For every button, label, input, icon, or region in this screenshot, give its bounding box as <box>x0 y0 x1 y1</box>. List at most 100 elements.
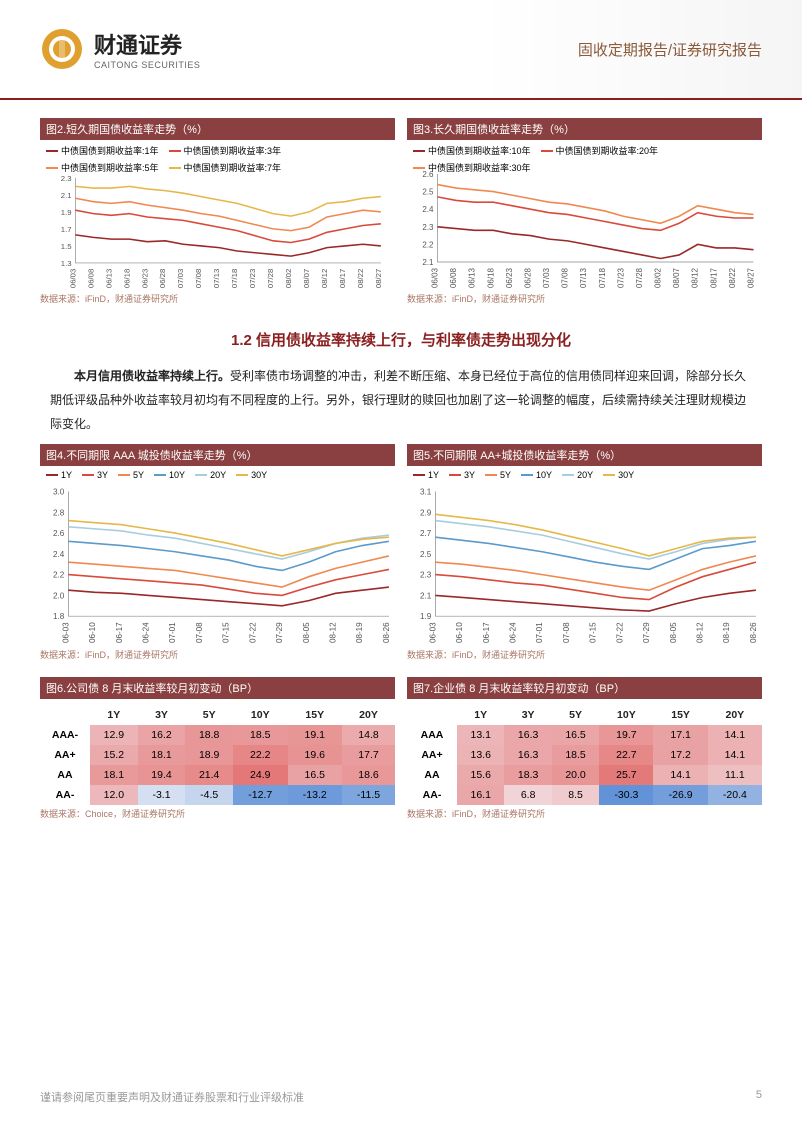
chart-2-legend: 中债国债到期收益率:1年中债国债到期收益率:3年中债国债到期收益率:5年中债国债… <box>40 140 395 176</box>
svg-text:08/17: 08/17 <box>709 267 718 288</box>
svg-text:08-05: 08-05 <box>302 622 311 643</box>
svg-text:2.3: 2.3 <box>420 571 432 580</box>
table-row: AA+13.616.318.522.717.214.1 <box>407 745 762 765</box>
svg-text:07-22: 07-22 <box>248 622 257 643</box>
chart-2-title: 图2.短久期国债收益率走势（%） <box>40 118 395 140</box>
logo-block: 财通证券 CAITONG SECURITIES <box>40 27 200 71</box>
svg-text:2.6: 2.6 <box>422 170 434 179</box>
svg-text:3.0: 3.0 <box>53 487 65 496</box>
legend-item: 10Y <box>521 470 552 480</box>
svg-text:08/22: 08/22 <box>728 267 737 288</box>
svg-text:07-08: 07-08 <box>562 622 571 643</box>
svg-text:06/13: 06/13 <box>104 269 113 288</box>
legend-item: 中债国债到期收益率:3年 <box>169 144 282 157</box>
svg-text:2.1: 2.1 <box>422 258 434 267</box>
chart-4-svg: 1.82.02.22.42.62.83.006-0306-1006-1706-2… <box>40 486 395 646</box>
para-bold: 本月信用债收益率持续上行。 <box>74 369 230 383</box>
svg-text:08/27: 08/27 <box>374 269 383 288</box>
svg-text:08/12: 08/12 <box>320 269 329 288</box>
table-row: AA18.119.421.424.916.518.6 <box>40 765 395 785</box>
svg-text:07/28: 07/28 <box>635 267 644 288</box>
table-6: 1Y3Y5Y10Y15Y20YAAA-12.916.218.818.519.11… <box>40 705 395 805</box>
svg-text:2.8: 2.8 <box>53 508 65 517</box>
svg-text:08/02: 08/02 <box>284 269 293 288</box>
svg-text:1.5: 1.5 <box>61 242 72 251</box>
footer-disclaimer: 谨请参阅尾页重要声明及财通证券股票和行业评级标准 <box>40 1089 304 1105</box>
table-7-source: 数据来源：iFinD，财通证券研究所 <box>407 807 762 820</box>
legend-item: 中债国债到期收益率:1年 <box>46 144 159 157</box>
svg-text:1.8: 1.8 <box>53 612 65 621</box>
legend-item: 中债国债到期收益率:7年 <box>169 161 282 174</box>
table-row: AA15.618.320.025.714.111.1 <box>407 765 762 785</box>
svg-text:06/23: 06/23 <box>140 269 149 288</box>
svg-text:07-29: 07-29 <box>275 622 284 643</box>
svg-text:08-19: 08-19 <box>355 622 364 643</box>
table-row: AA+15.218.118.922.219.617.7 <box>40 745 395 765</box>
legend-item: 30Y <box>236 470 267 480</box>
company-logo-icon <box>40 27 84 71</box>
legend-item: 3Y <box>82 470 108 480</box>
svg-text:07/23: 07/23 <box>248 269 257 288</box>
legend-item: 中债国债到期收益率:10年 <box>413 144 531 157</box>
svg-text:07-15: 07-15 <box>589 622 598 643</box>
table-6-title: 图6.公司债 8 月末收益率较月初变动（BP） <box>40 677 395 699</box>
legend-item: 中债国债到期收益率:20年 <box>541 144 659 157</box>
chart-3-title: 图3.长久期国债收益率走势（%） <box>407 118 762 140</box>
svg-text:1.3: 1.3 <box>61 259 72 268</box>
svg-text:07-22: 07-22 <box>615 622 624 643</box>
svg-text:07/03: 07/03 <box>176 269 185 288</box>
svg-text:07-01: 07-01 <box>535 622 544 643</box>
svg-text:06-17: 06-17 <box>482 622 491 643</box>
chart-4-box: 图4.不同期限 AAA 城投债收益率走势（%） 1Y3Y5Y10Y20Y30Y … <box>40 444 395 661</box>
svg-text:1.7: 1.7 <box>61 225 72 234</box>
svg-text:08-05: 08-05 <box>669 622 678 643</box>
table-row: AA-12.0-3.1-4.5-12.7-13.2-11.5 <box>40 785 395 805</box>
svg-text:2.9: 2.9 <box>420 508 432 517</box>
section-1-2-para: 本月信用债收益率持续上行。受利率债市场调整的冲击，利差不断压缩、本身已经位于高位… <box>50 364 752 436</box>
legend-item: 5Y <box>485 470 511 480</box>
svg-text:08-12: 08-12 <box>695 622 704 643</box>
svg-text:06-24: 06-24 <box>142 622 151 643</box>
doc-type-label: 固收定期报告/证券研究报告 <box>578 39 762 60</box>
page-header: 财通证券 CAITONG SECURITIES 固收定期报告/证券研究报告 <box>0 0 802 100</box>
svg-text:2.0: 2.0 <box>53 591 65 600</box>
legend-item: 5Y <box>118 470 144 480</box>
legend-item: 30Y <box>603 470 634 480</box>
legend-item: 3Y <box>449 470 475 480</box>
svg-text:2.1: 2.1 <box>420 591 432 600</box>
chart-5-title: 图5.不同期限 AA+城投债收益率走势（%） <box>407 444 762 466</box>
svg-text:1.9: 1.9 <box>61 208 72 217</box>
svg-text:1.9: 1.9 <box>420 612 432 621</box>
svg-text:07-08: 07-08 <box>195 622 204 643</box>
table-6-box: 图6.公司债 8 月末收益率较月初变动（BP） 1Y3Y5Y10Y15Y20YA… <box>40 677 395 820</box>
svg-text:06-03: 06-03 <box>428 622 437 643</box>
svg-text:08-12: 08-12 <box>328 622 337 643</box>
table-7: 1Y3Y5Y10Y15Y20YAAA13.116.316.519.717.114… <box>407 705 762 805</box>
svg-text:07/13: 07/13 <box>212 269 221 288</box>
table-7-box: 图7.企业债 8 月末收益率较月初变动（BP） 1Y3Y5Y10Y15Y20YA… <box>407 677 762 820</box>
page-content: 图2.短久期国债收益率走势（%） 中债国债到期收益率:1年中债国债到期收益率:3… <box>0 100 802 830</box>
svg-text:2.2: 2.2 <box>422 240 434 249</box>
svg-text:2.1: 2.1 <box>61 191 72 200</box>
svg-text:07/18: 07/18 <box>230 269 239 288</box>
table-row: AAA13.116.316.519.717.114.1 <box>407 725 762 745</box>
svg-text:08/07: 08/07 <box>672 267 681 288</box>
company-name-cn: 财通证券 <box>94 28 200 60</box>
svg-text:06-10: 06-10 <box>455 622 464 643</box>
svg-text:3.1: 3.1 <box>420 487 432 496</box>
chart-5-box: 图5.不同期限 AA+城投债收益率走势（%） 1Y3Y5Y10Y20Y30Y 1… <box>407 444 762 661</box>
chart-4-title: 图4.不同期限 AAA 城投债收益率走势（%） <box>40 444 395 466</box>
svg-text:08/12: 08/12 <box>691 267 700 288</box>
svg-text:08/07: 08/07 <box>302 269 311 288</box>
chart-4-source: 数据来源：iFinD，财通证券研究所 <box>40 648 395 661</box>
svg-text:07/23: 07/23 <box>616 267 625 288</box>
svg-text:06/08: 06/08 <box>86 269 95 288</box>
svg-text:06/13: 06/13 <box>468 267 477 288</box>
svg-text:06/18: 06/18 <box>486 267 495 288</box>
svg-text:06/18: 06/18 <box>122 269 131 288</box>
svg-text:2.7: 2.7 <box>420 529 432 538</box>
svg-text:06-03: 06-03 <box>61 622 70 643</box>
legend-item: 1Y <box>46 470 72 480</box>
svg-text:07/08: 07/08 <box>194 269 203 288</box>
svg-text:06-10: 06-10 <box>88 622 97 643</box>
